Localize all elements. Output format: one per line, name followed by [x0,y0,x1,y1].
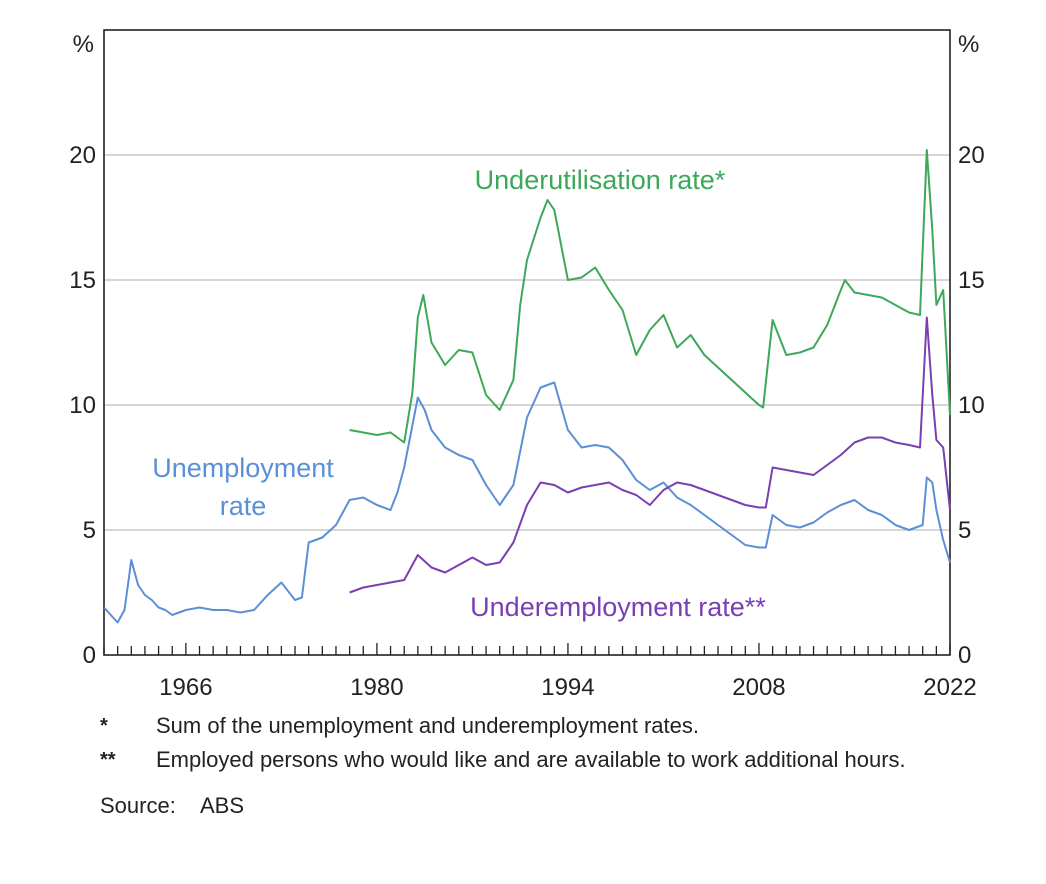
x-tick-label: 1980 [350,674,403,701]
series-line [349,316,951,594]
gridlines [104,154,950,531]
x-tick-label: 2008 [732,674,785,701]
unemployment-label: Unemployment [152,453,334,483]
source-label: Source: [100,793,176,818]
y-unit-right: % [958,31,979,58]
footnotes: * Sum of the unemployment and underemplo… [100,712,1000,820]
y-tick-label-left: 20 [69,142,96,169]
series-labels: Unemployment rate Underutilisation rate* Un… [152,165,766,622]
line-chart: 0 0 5 5 10 10 15 15 20 20% % 1966 1980 1994 2008 2022 U… [69,29,985,701]
footnote-2: ** Employed persons who would like and a… [100,746,1000,774]
y-tick-label-right: 20 [958,142,985,169]
series-lines [103,149,951,624]
x-tick-label: 2022 [923,674,976,701]
y-tick-label-right: 15 [958,267,985,294]
y-tick-label-left: 5 [83,517,96,544]
y-unit-left: % [73,31,94,58]
unemployment-label-line-2: rate [220,491,267,521]
x-tick-label: 1966 [159,674,212,701]
footnote-mark: * [100,715,108,737]
underemployment-label: Underemployment rate** [470,592,766,622]
footnote-text: Sum of the unemployment and underemploym… [156,713,699,738]
tick-marks [103,643,951,655]
series-line [103,381,951,624]
y-tick-label-left: 15 [69,267,96,294]
axes: 0 0 5 5 10 10 15 15 20 20% % 1966 1980 1994 2008 2022 [69,29,985,701]
y-tick-label-left: 0 [83,642,96,669]
source-line: Source: ABS [100,792,1000,820]
y-tick-label-right: 0 [958,642,971,669]
plot-frame [103,29,951,656]
source-value: ABS [200,793,245,818]
y-tick-label-right: 10 [958,392,985,419]
footnote-text: Employed persons who would like and are … [156,747,906,772]
footnote-mark: ** [100,749,116,771]
x-tick-label: 1994 [541,674,594,701]
footnote-1: * Sum of the unemployment and underemplo… [100,712,1000,740]
series-line [349,149,951,444]
y-tick-label-left: 10 [69,392,96,419]
underutilisation-label: Underutilisation rate* [475,165,726,195]
y-tick-label-right: 5 [958,517,971,544]
